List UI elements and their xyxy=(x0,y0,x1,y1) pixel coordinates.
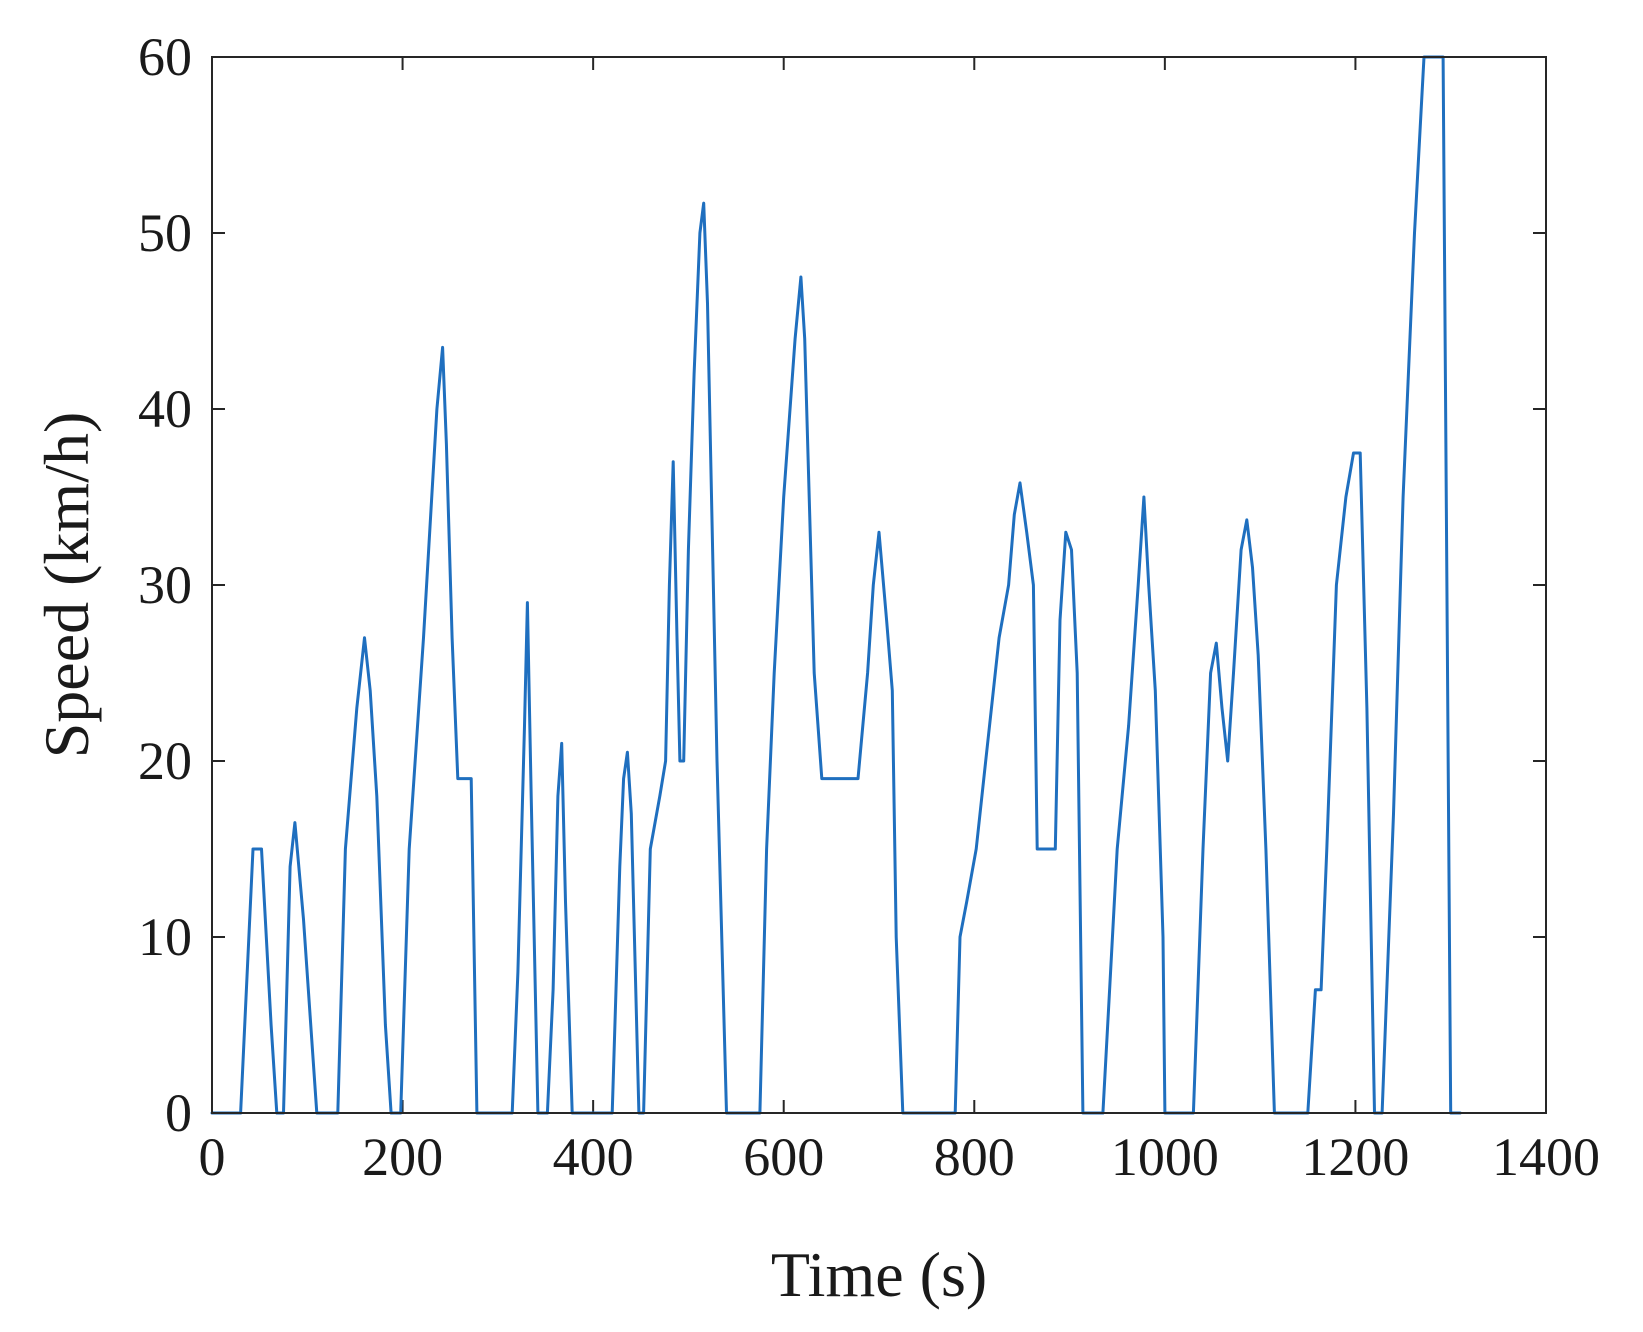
y-tick-label: 60 xyxy=(138,27,192,87)
plot-frame xyxy=(211,56,1547,1114)
y-tick-label: 0 xyxy=(165,1083,192,1143)
axis-tick-labels: 0 200 400 600 800 1000 1200 1400 0 10 20 30 40 50 60 xyxy=(138,27,1600,1187)
x-tick-label: 200 xyxy=(362,1127,443,1187)
speed-series-line xyxy=(210,55,1462,1115)
y-tick-label: 10 xyxy=(138,907,192,967)
x-axis-label: Time (s) xyxy=(771,1239,987,1310)
x-tick-label: 800 xyxy=(934,1127,1015,1187)
y-tick-label: 50 xyxy=(138,203,192,263)
x-tick-label: 600 xyxy=(743,1127,824,1187)
series-group xyxy=(210,55,1462,1115)
x-tick-label: 400 xyxy=(553,1127,634,1187)
y-axis-label: Speed (km/h) xyxy=(31,412,102,759)
x-tick-label: 1200 xyxy=(1301,1127,1409,1187)
x-tick-label: 1000 xyxy=(1111,1127,1219,1187)
y-tick-label: 40 xyxy=(138,379,192,439)
y-tick-label: 30 xyxy=(138,555,192,615)
x-tick-label: 1400 xyxy=(1492,1127,1600,1187)
y-tick-label: 20 xyxy=(138,731,192,791)
x-tick-label: 0 xyxy=(199,1127,226,1187)
